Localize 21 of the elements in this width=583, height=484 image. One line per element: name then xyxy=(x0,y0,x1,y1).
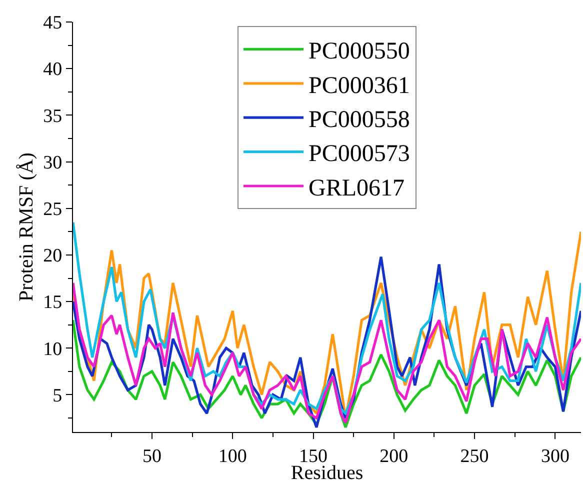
x-tick-label: 300 xyxy=(540,446,570,467)
x-tick-label: 200 xyxy=(380,446,408,467)
y-tick-label: 15 xyxy=(43,292,62,314)
legend-label: PC000573 xyxy=(308,141,410,168)
y-axis-title: Protein RMSF (Å) xyxy=(16,152,38,302)
y-tick-label: 40 xyxy=(43,59,62,80)
line-series xyxy=(73,282,581,424)
legend-label: GRL0617 xyxy=(308,175,404,202)
x-tick-label: 100 xyxy=(218,446,247,467)
y-tick-label: 30 xyxy=(43,152,62,174)
y-tick-label: 10 xyxy=(43,338,62,360)
y-tick-label: 20 xyxy=(43,246,62,267)
y-tick-label: 5 xyxy=(52,385,62,406)
legend-label: PC000558 xyxy=(308,106,410,133)
x-tick-label: 50 xyxy=(142,446,162,467)
y-tick-label: 45 xyxy=(43,12,62,34)
legend-label: PC000550 xyxy=(308,38,410,65)
x-tick-label: 250 xyxy=(460,446,489,467)
y-tick-label: 35 xyxy=(43,106,62,127)
y-tick-label: 25 xyxy=(43,199,62,220)
legend-label: PC000361 xyxy=(308,72,410,99)
